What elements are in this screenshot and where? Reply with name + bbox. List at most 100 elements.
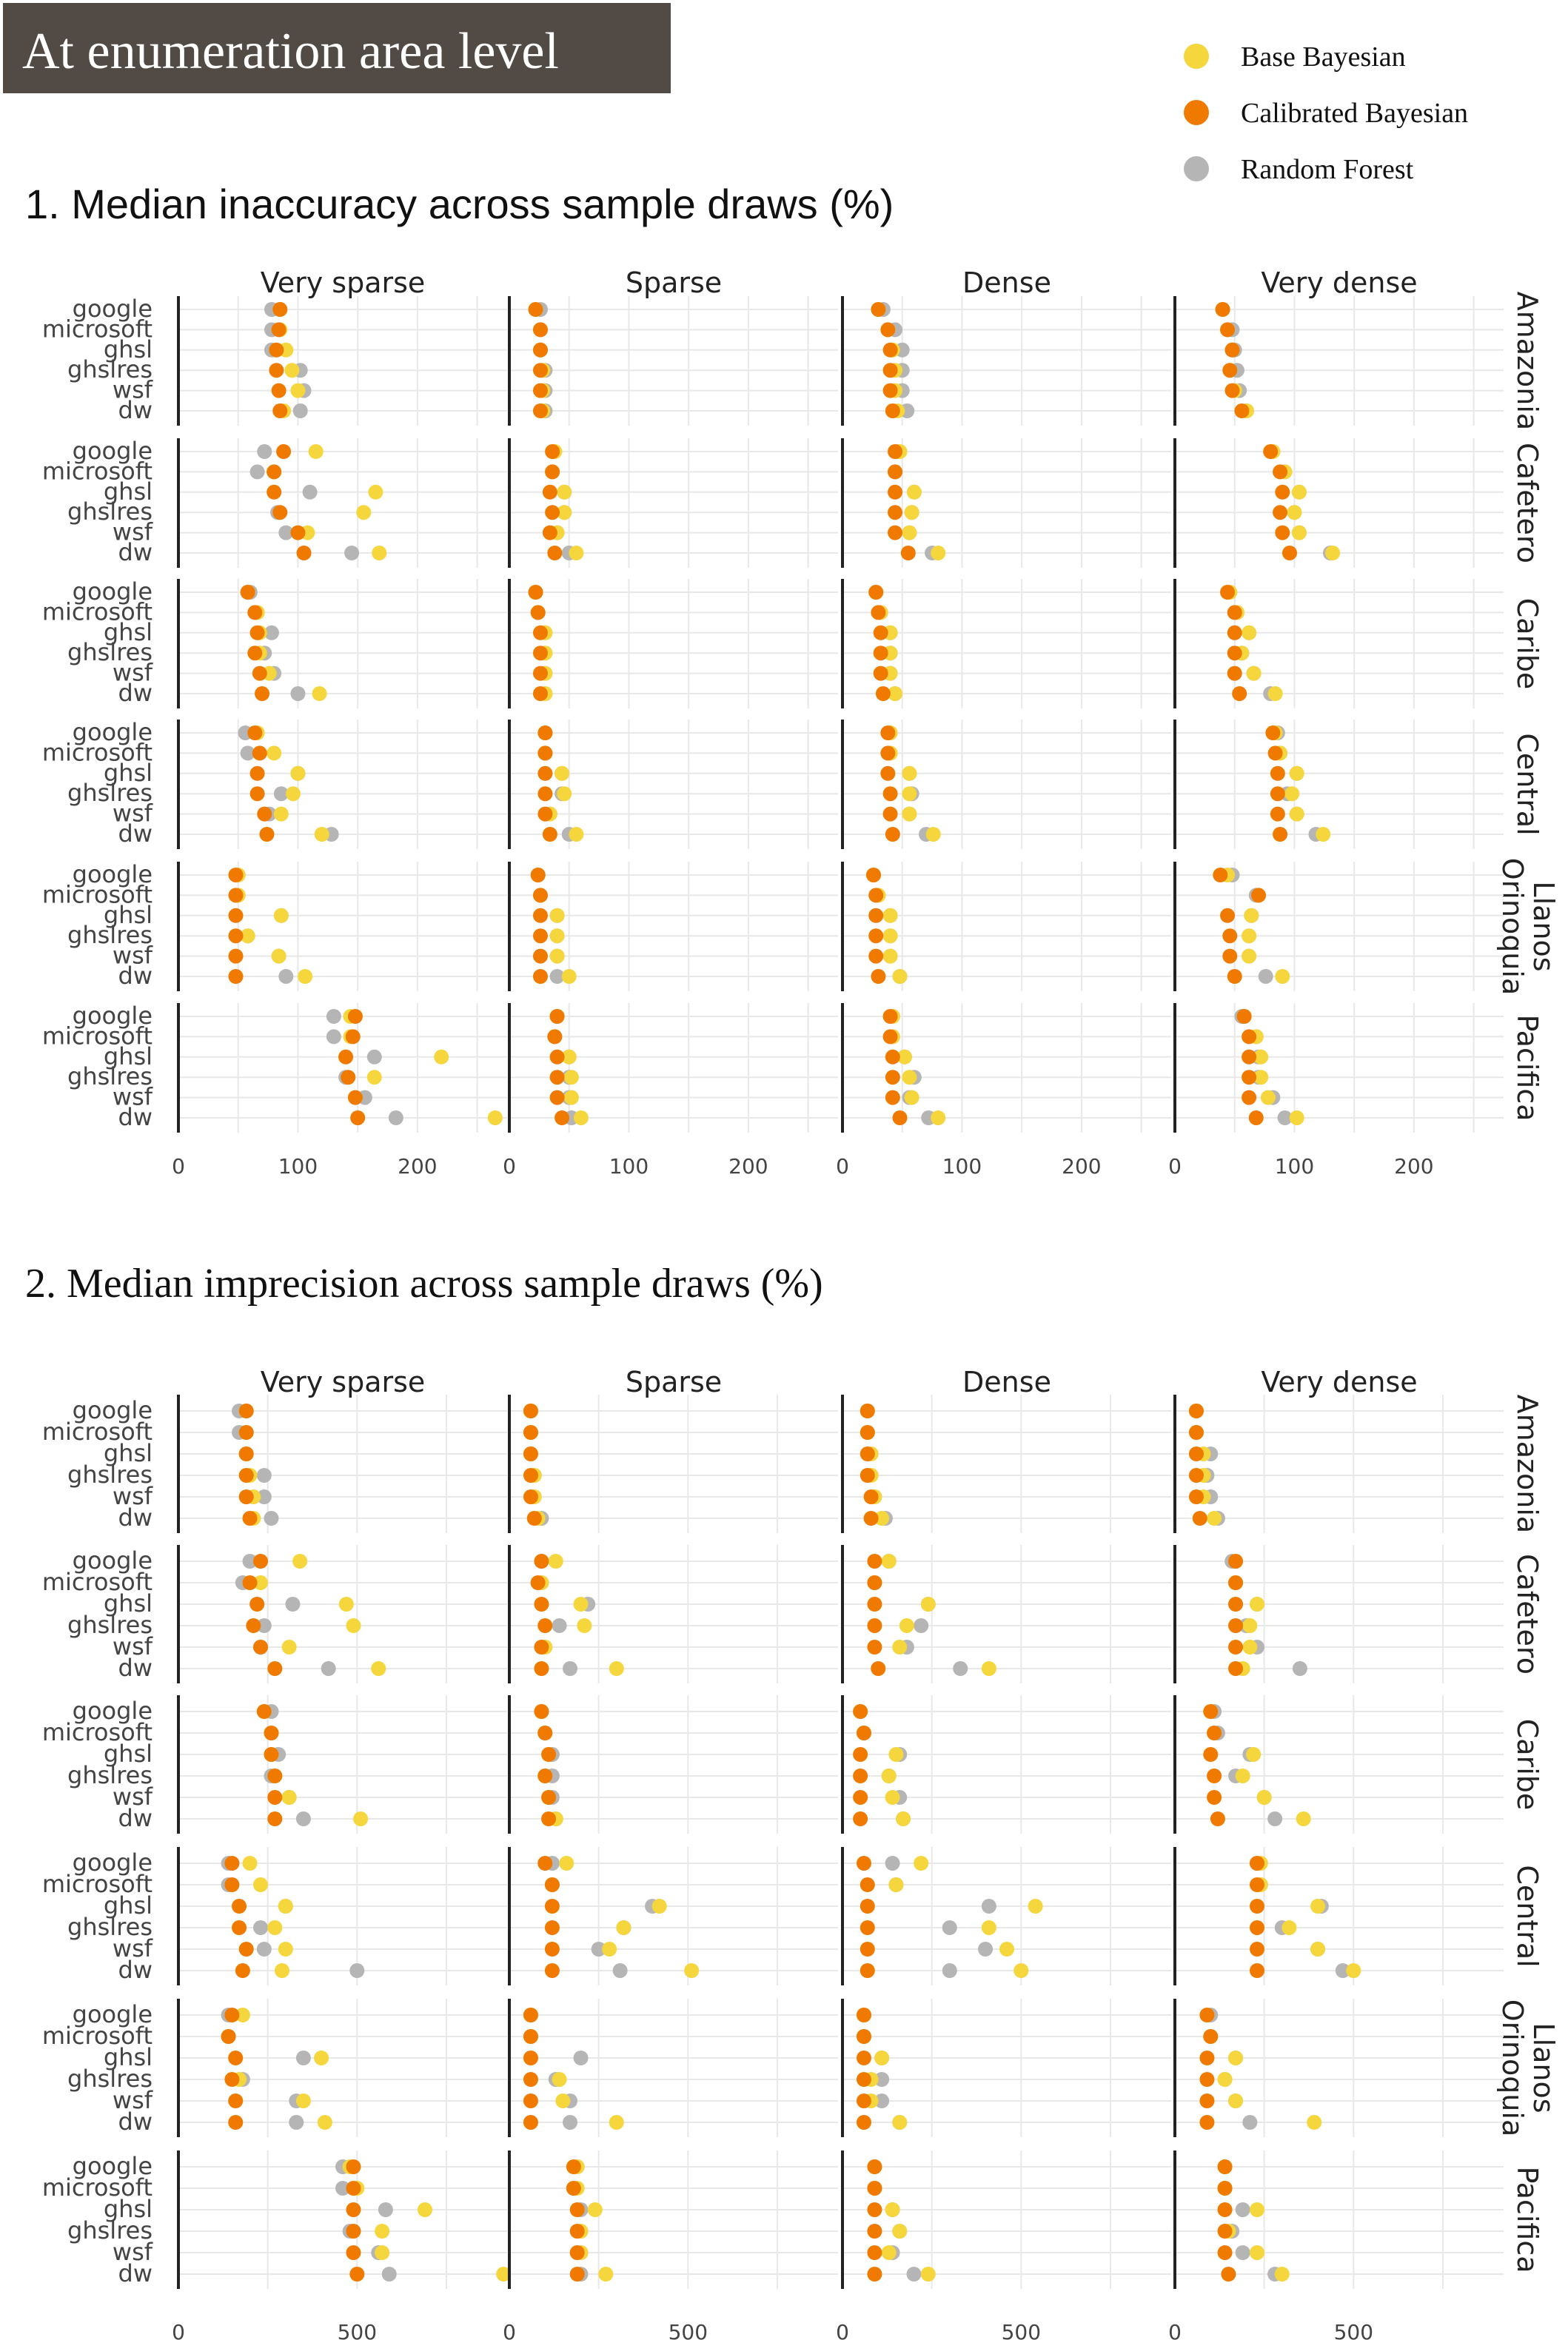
point-random-forest-dw: [906, 2267, 922, 2282]
point-calibrated-bayesian-google: [856, 1856, 871, 1871]
point-base-bayesian-wsf: [892, 1640, 908, 1655]
point-calibrated-bayesian-microsoft: [545, 464, 560, 480]
point-calibrated-bayesian-dw: [885, 403, 900, 418]
point-calibrated-bayesian-wsf: [346, 2245, 361, 2260]
point-calibrated-bayesian-google: [1228, 1554, 1244, 1569]
point-calibrated-bayesian-google: [1213, 868, 1228, 882]
point-base-bayesian-ghsl: [555, 765, 570, 781]
facet-column-label: Dense: [962, 1366, 1051, 1398]
point-calibrated-bayesian-microsoft: [856, 2029, 871, 2044]
panel-caribe-sparse: [508, 1695, 838, 1834]
point-random-forest-google: [257, 444, 272, 459]
point-calibrated-bayesian-ghslres: [1270, 786, 1285, 802]
point-calibrated-bayesian-microsoft: [346, 2181, 361, 2196]
point-calibrated-bayesian-ghsl: [880, 765, 896, 781]
point-calibrated-bayesian-google: [240, 585, 255, 600]
point-calibrated-bayesian-microsoft: [856, 1726, 871, 1740]
point-base-bayesian-dw: [598, 2267, 614, 2282]
point-base-bayesian-ghsl: [338, 1597, 354, 1612]
point-calibrated-bayesian-ghsl: [885, 1049, 900, 1065]
point-base-bayesian-ghsl: [278, 1899, 293, 1914]
y-tick-label: google: [73, 1396, 153, 1424]
point-random-forest-ghsl: [366, 1049, 382, 1065]
point-base-bayesian-dw: [1013, 1963, 1029, 1978]
x-tick-label: 500: [669, 2320, 708, 2340]
point-calibrated-bayesian-wsf: [228, 948, 244, 964]
point-random-forest-dw: [1258, 969, 1273, 984]
point-base-bayesian-ghslres: [557, 786, 572, 802]
point-calibrated-bayesian-ghsl: [537, 765, 553, 781]
chart-section-1: 1. Median inaccuracy across sample draws…: [25, 181, 1560, 1179]
point-calibrated-bayesian-ghsl: [532, 908, 548, 923]
point-calibrated-bayesian-ghslres: [1228, 1618, 1244, 1633]
point-base-bayesian-ghslres: [1242, 1618, 1258, 1633]
point-base-bayesian-wsf: [281, 1790, 297, 1805]
point-calibrated-bayesian-ghsl: [856, 2051, 871, 2065]
point-base-bayesian-dw: [569, 546, 584, 560]
point-base-bayesian-ghsl: [1250, 2202, 1264, 2217]
y-tick-label: ghsl: [104, 477, 153, 506]
x-tick-label: 0: [836, 1154, 849, 1179]
point-base-bayesian-ghsl: [888, 1747, 904, 1762]
panel-llanos-orinoquia-very-dense: [1173, 862, 1504, 991]
point-calibrated-bayesian-ghsl: [868, 908, 884, 923]
point-calibrated-bayesian-microsoft: [888, 464, 903, 480]
y-tick-label: ghslres: [67, 779, 153, 807]
point-calibrated-bayesian-dw: [875, 686, 891, 701]
panel-central-dense: [841, 1847, 1171, 1985]
point-base-bayesian-ghslres: [1242, 928, 1257, 944]
y-tick-label: microsoft: [42, 1870, 153, 1898]
y-tick-label: microsoft: [42, 597, 153, 626]
x-tick-label: 500: [338, 2320, 377, 2340]
panel-central-sparse: [508, 720, 838, 849]
point-calibrated-bayesian-google: [1236, 1009, 1252, 1024]
point-calibrated-bayesian-google: [865, 868, 881, 882]
point-calibrated-bayesian-wsf: [532, 666, 548, 681]
facet-column-label: Very dense: [1261, 266, 1417, 299]
point-calibrated-bayesian-microsoft: [530, 605, 546, 620]
point-calibrated-bayesian-microsoft: [523, 2029, 538, 2044]
point-calibrated-bayesian-wsf: [537, 806, 553, 822]
y-tick-label: wsf: [113, 518, 153, 546]
point-calibrated-bayesian-microsoft: [264, 1726, 279, 1740]
point-base-bayesian-ghslres: [899, 1618, 914, 1633]
point-base-bayesian-wsf: [549, 948, 565, 964]
point-base-bayesian-wsf: [1242, 948, 1257, 964]
point-random-forest-dw: [349, 1963, 365, 1978]
point-calibrated-bayesian-ghslres: [1199, 2072, 1215, 2087]
point-base-bayesian-dw: [371, 1661, 386, 1676]
point-base-bayesian-dw: [931, 546, 946, 560]
panel-llanos-orinoquia-very-dense: [1173, 1999, 1504, 2137]
point-calibrated-bayesian-google: [530, 868, 546, 882]
point-calibrated-bayesian-microsoft: [867, 1575, 882, 1590]
point-base-bayesian-dw: [920, 2267, 936, 2282]
panel-central-sparse: [508, 1847, 838, 1985]
point-calibrated-bayesian-dw: [853, 1811, 868, 1826]
y-tick-label: ghsl: [104, 2043, 153, 2071]
banner-background: [3, 3, 671, 93]
point-calibrated-bayesian-microsoft: [1251, 888, 1267, 903]
point-random-forest-wsf: [591, 1942, 606, 1957]
facet-column-label: Very dense: [1261, 1366, 1417, 1398]
point-calibrated-bayesian-wsf: [1270, 806, 1285, 822]
point-base-bayesian-dw: [561, 969, 577, 984]
panel-llanos-orinoquia-very-sparse: [177, 862, 507, 991]
point-calibrated-bayesian-wsf: [271, 383, 287, 398]
legend-label: Random Forest: [1241, 154, 1414, 185]
point-random-forest-ghsl: [264, 625, 279, 640]
panel-pacifica-sparse: [508, 2150, 838, 2289]
point-calibrated-bayesian-ghslres: [1242, 1070, 1257, 1085]
point-calibrated-bayesian-ghsl: [249, 1597, 265, 1612]
point-base-bayesian-ghsl: [314, 2051, 329, 2065]
point-random-forest-dw: [292, 403, 308, 418]
point-calibrated-bayesian-ghslres: [537, 786, 553, 802]
point-random-forest-wsf: [256, 1942, 272, 1957]
point-calibrated-bayesian-google: [1263, 444, 1279, 459]
point-calibrated-bayesian-ghsl: [238, 1446, 254, 1461]
y-tick-label: microsoft: [42, 738, 153, 766]
y-tick-label: microsoft: [42, 880, 153, 908]
y-tick-label: google: [73, 718, 153, 746]
point-calibrated-bayesian-ghsl: [1250, 1899, 1264, 1914]
point-random-forest-ghsl: [295, 2051, 311, 2065]
point-calibrated-bayesian-dw: [871, 969, 886, 984]
